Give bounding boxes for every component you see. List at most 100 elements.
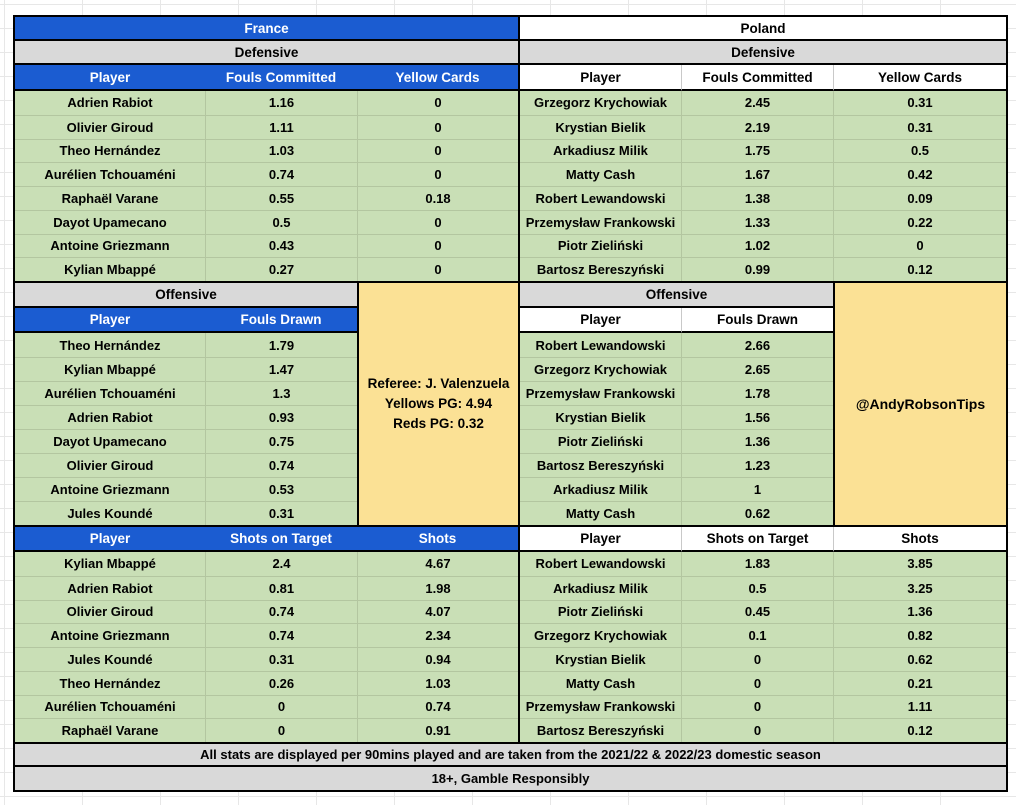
column-header-player-france-shots: Player bbox=[15, 527, 205, 552]
player-name-cell: Theo Hernández bbox=[15, 333, 205, 357]
player-name-cell: Arkadiusz Milik bbox=[520, 138, 681, 163]
column-header-player-france-off: Player bbox=[15, 308, 205, 333]
stat-value-cell: 0.82 bbox=[833, 623, 1006, 647]
stat-value-cell: 0.42 bbox=[833, 162, 1006, 186]
stat-value-cell: 2.19 bbox=[681, 114, 833, 139]
column-header-fouls-committed-poland: Fouls Committed bbox=[681, 65, 833, 91]
stat-value-cell: 0.93 bbox=[205, 405, 357, 429]
table-poland-defensive: Grzegorz Krychowiak 2.45 0.31 Krystian Biel… bbox=[518, 91, 1006, 283]
stat-value-cell: 1.23 bbox=[681, 453, 833, 477]
stat-value-cell: 0.31 bbox=[833, 91, 1006, 115]
stat-value-cell: 1.3 bbox=[205, 381, 357, 405]
stat-value-cell: 0.5 bbox=[833, 138, 1006, 163]
stat-value-cell: 0.18 bbox=[357, 186, 518, 210]
table-france-shots: Kylian Mbappé 2.4 4.67 Adrien Rabiot 0.81 1.9… bbox=[15, 552, 518, 744]
stat-value-cell: 0 bbox=[357, 233, 518, 258]
column-header-fouls-committed-france: Fouls Committed bbox=[205, 65, 357, 91]
stat-value-cell: 0 bbox=[357, 91, 518, 115]
social-handle-box: @AndyRobsonTips bbox=[833, 283, 1006, 527]
table-poland-shots: Robert Lewandowski 1.83 3.85 Arkadiusz Mili… bbox=[518, 552, 1006, 744]
stat-value-cell: 0.74 bbox=[205, 453, 357, 477]
table-france-defensive: Adrien Rabiot 1.16 0 Olivier Giroud 1.11 0 The… bbox=[15, 91, 518, 283]
stat-value-cell: 1.11 bbox=[833, 694, 1006, 719]
stat-value-cell: 0 bbox=[205, 694, 357, 719]
player-name-cell: Raphaël Varane bbox=[15, 186, 205, 210]
stat-value-cell: 0.62 bbox=[833, 647, 1006, 671]
player-name-cell: Robert Lewandowski bbox=[520, 552, 681, 576]
player-name-cell: Przemysław Frankowski bbox=[520, 209, 681, 234]
stat-value-cell: 1.78 bbox=[681, 381, 833, 405]
column-header-fouls-drawn-france: Fouls Drawn bbox=[205, 308, 357, 333]
stat-value-cell: 0.91 bbox=[357, 718, 518, 742]
stat-value-cell: 0 bbox=[357, 114, 518, 139]
stat-value-cell: 1.36 bbox=[833, 599, 1006, 624]
stat-value-cell: 1.83 bbox=[681, 552, 833, 576]
stat-value-cell: 1.36 bbox=[681, 429, 833, 453]
stat-value-cell: 2.66 bbox=[681, 333, 833, 357]
player-name-cell: Kylian Mbappé bbox=[15, 552, 205, 576]
player-name-cell: Theo Hernández bbox=[15, 670, 205, 695]
player-name-cell: Theo Hernández bbox=[15, 138, 205, 163]
stat-value-cell: 0.55 bbox=[205, 186, 357, 210]
stat-value-cell: 0.09 bbox=[833, 186, 1006, 210]
player-name-cell: Robert Lewandowski bbox=[520, 333, 681, 357]
column-header-player-poland-def: Player bbox=[518, 65, 681, 91]
player-name-cell: Bartosz Bereszyński bbox=[520, 453, 681, 477]
player-name-cell: Matty Cash bbox=[520, 501, 681, 525]
stat-value-cell: 0 bbox=[357, 257, 518, 281]
stats-sheet: France Poland Defensive Defensive Player… bbox=[13, 15, 1008, 792]
stat-value-cell: 1.75 bbox=[681, 138, 833, 163]
stat-value-cell: 0.21 bbox=[833, 670, 1006, 695]
stat-value-cell: 3.85 bbox=[833, 552, 1006, 576]
table-poland-offensive: Robert Lewandowski 2.66 Grzegorz Krychowia… bbox=[518, 333, 833, 527]
player-name-cell: Olivier Giroud bbox=[15, 599, 205, 624]
player-name-cell: Jules Koundé bbox=[15, 501, 205, 525]
player-name-cell: Arkadiusz Milik bbox=[520, 575, 681, 600]
player-name-cell: Kylian Mbappé bbox=[15, 357, 205, 381]
stat-value-cell: 0 bbox=[681, 670, 833, 695]
footer-responsibility-note: 18+, Gamble Responsibly bbox=[15, 767, 1006, 790]
footer-stats-note: All stats are displayed per 90mins playe… bbox=[15, 744, 1006, 767]
stat-value-cell: 0 bbox=[681, 694, 833, 719]
player-name-cell: Jules Koundé bbox=[15, 647, 205, 671]
player-name-cell: Raphaël Varane bbox=[15, 718, 205, 742]
referee-name: Referee: J. Valenzuela bbox=[367, 376, 510, 391]
player-name-cell: Arkadiusz Milik bbox=[520, 477, 681, 501]
stat-value-cell: 0.45 bbox=[681, 599, 833, 624]
player-name-cell: Matty Cash bbox=[520, 162, 681, 186]
player-name-cell: Piotr Zieliński bbox=[520, 429, 681, 453]
player-name-cell: Dayot Upamecano bbox=[15, 429, 205, 453]
stat-value-cell: 0.31 bbox=[205, 501, 357, 525]
stat-value-cell: 1.33 bbox=[681, 209, 833, 234]
player-name-cell: Grzegorz Krychowiak bbox=[520, 91, 681, 115]
player-name-cell: Bartosz Bereszyński bbox=[520, 718, 681, 742]
column-header-player-poland-off: Player bbox=[518, 308, 681, 333]
player-name-cell: Antoine Griezmann bbox=[15, 623, 205, 647]
stat-value-cell: 2.45 bbox=[681, 91, 833, 115]
stat-value-cell: 0 bbox=[357, 138, 518, 163]
stat-value-cell: 1.03 bbox=[357, 670, 518, 695]
stat-value-cell: 0.27 bbox=[205, 257, 357, 281]
section-label-offensive-france: Offensive bbox=[15, 283, 357, 308]
player-name-cell: Matty Cash bbox=[520, 670, 681, 695]
player-name-cell: Dayot Upamecano bbox=[15, 209, 205, 234]
stat-value-cell: 1.02 bbox=[681, 233, 833, 258]
stat-value-cell: 1.56 bbox=[681, 405, 833, 429]
player-name-cell: Adrien Rabiot bbox=[15, 575, 205, 600]
referee-info-box: Referee: J. Valenzuela Yellows PG: 4.94 … bbox=[357, 283, 518, 527]
stat-value-cell: 0 bbox=[357, 162, 518, 186]
player-name-cell: Przemysław Frankowski bbox=[520, 694, 681, 719]
stat-value-cell: 1.11 bbox=[205, 114, 357, 139]
player-name-cell: Adrien Rabiot bbox=[15, 91, 205, 115]
team-title-poland: Poland bbox=[518, 17, 1006, 41]
stat-value-cell: 0.31 bbox=[833, 114, 1006, 139]
stat-value-cell: 0.74 bbox=[205, 623, 357, 647]
stat-value-cell: 4.07 bbox=[357, 599, 518, 624]
stat-value-cell: 2.65 bbox=[681, 357, 833, 381]
stat-value-cell: 0.31 bbox=[205, 647, 357, 671]
player-name-cell: Bartosz Bereszyński bbox=[520, 257, 681, 281]
stat-value-cell: 0.74 bbox=[205, 599, 357, 624]
player-name-cell: Adrien Rabiot bbox=[15, 405, 205, 429]
column-header-shots-on-target-poland: Shots on Target bbox=[681, 527, 833, 552]
stat-value-cell: 0.53 bbox=[205, 477, 357, 501]
